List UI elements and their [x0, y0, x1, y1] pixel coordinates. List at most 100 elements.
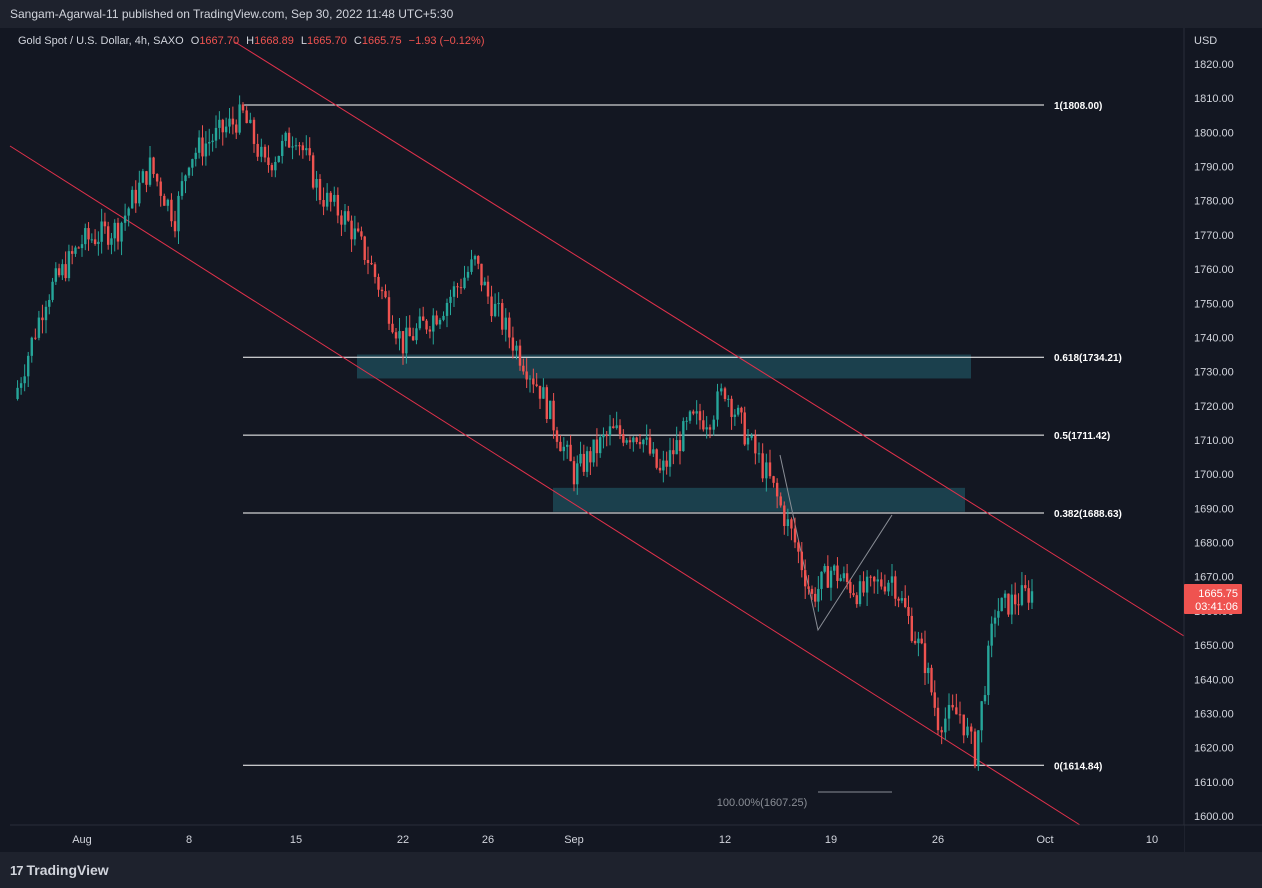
- candle[interactable]: [852, 584, 855, 598]
- candle[interactable]: [727, 395, 730, 408]
- candle[interactable]: [545, 384, 548, 424]
- candle[interactable]: [688, 410, 692, 424]
- candle[interactable]: [515, 340, 518, 360]
- candle[interactable]: [951, 694, 954, 711]
- candle[interactable]: [291, 136, 294, 160]
- candle[interactable]: [944, 707, 947, 741]
- candle[interactable]: [287, 127, 291, 148]
- candle[interactable]: [493, 293, 497, 318]
- candle[interactable]: [920, 632, 923, 645]
- candle[interactable]: [224, 117, 228, 138]
- candle[interactable]: [508, 312, 511, 349]
- candle[interactable]: [1003, 590, 1007, 609]
- candle[interactable]: [340, 210, 343, 236]
- candle[interactable]: [786, 508, 790, 537]
- candle[interactable]: [970, 723, 973, 744]
- candle[interactable]: [712, 415, 715, 436]
- candle[interactable]: [804, 559, 807, 599]
- candle[interactable]: [466, 266, 470, 281]
- candle[interactable]: [356, 222, 360, 233]
- candle[interactable]: [579, 441, 582, 467]
- candle[interactable]: [538, 385, 542, 409]
- candle[interactable]: [576, 455, 579, 495]
- candle[interactable]: [635, 436, 638, 445]
- candle[interactable]: [308, 137, 311, 161]
- candle[interactable]: [148, 145, 152, 187]
- candle[interactable]: [173, 210, 177, 238]
- candle[interactable]: [740, 406, 743, 424]
- candle[interactable]: [245, 106, 248, 124]
- candle[interactable]: [301, 142, 305, 159]
- candle[interactable]: [438, 317, 442, 329]
- candle[interactable]: [833, 564, 836, 576]
- candle[interactable]: [793, 517, 797, 549]
- candle[interactable]: [336, 187, 340, 224]
- candle[interactable]: [418, 308, 422, 331]
- candle[interactable]: [145, 170, 148, 193]
- candle[interactable]: [917, 631, 920, 657]
- candle[interactable]: [134, 180, 137, 213]
- candle[interactable]: [993, 609, 997, 638]
- candle[interactable]: [90, 233, 94, 243]
- candle[interactable]: [106, 221, 110, 250]
- candle[interactable]: [218, 111, 221, 140]
- candle[interactable]: [347, 205, 350, 222]
- candle[interactable]: [682, 417, 685, 452]
- candle[interactable]: [214, 115, 218, 149]
- candle[interactable]: [705, 416, 708, 439]
- candle[interactable]: [987, 640, 990, 705]
- resistance-zone[interactable]: [357, 354, 971, 379]
- candle[interactable]: [366, 246, 370, 275]
- candle[interactable]: [890, 563, 894, 596]
- candle[interactable]: [113, 219, 116, 252]
- candle[interactable]: [30, 336, 33, 363]
- candle[interactable]: [110, 232, 113, 255]
- candle[interactable]: [730, 395, 733, 430]
- candle[interactable]: [363, 235, 366, 265]
- candle[interactable]: [103, 212, 107, 234]
- candle[interactable]: [592, 439, 595, 467]
- candle[interactable]: [87, 222, 90, 251]
- candle[interactable]: [274, 156, 277, 178]
- candle[interactable]: [470, 249, 473, 275]
- candle[interactable]: [252, 117, 256, 153]
- candle[interactable]: [100, 208, 103, 254]
- candle[interactable]: [662, 450, 665, 483]
- candle[interactable]: [120, 221, 123, 256]
- candle[interactable]: [645, 424, 648, 446]
- candle[interactable]: [761, 443, 764, 483]
- candle[interactable]: [370, 255, 373, 265]
- candle[interactable]: [231, 106, 235, 135]
- candle[interactable]: [823, 563, 826, 574]
- candle[interactable]: [750, 433, 753, 441]
- candle[interactable]: [883, 574, 887, 595]
- candle[interactable]: [19, 377, 23, 395]
- candle[interactable]: [311, 152, 315, 190]
- candle[interactable]: [973, 728, 977, 769]
- candle[interactable]: [298, 142, 301, 156]
- candle[interactable]: [880, 572, 883, 590]
- candle[interactable]: [552, 392, 555, 439]
- candle[interactable]: [723, 386, 727, 402]
- candle[interactable]: [842, 566, 846, 582]
- candle[interactable]: [757, 442, 761, 463]
- candle[interactable]: [435, 310, 438, 326]
- candle[interactable]: [638, 433, 642, 449]
- candle[interactable]: [267, 145, 270, 173]
- candle[interactable]: [628, 436, 632, 449]
- candle[interactable]: [522, 358, 525, 375]
- candle[interactable]: [632, 436, 635, 452]
- candle[interactable]: [74, 245, 77, 257]
- candle[interactable]: [962, 714, 965, 744]
- candle[interactable]: [602, 427, 605, 449]
- channel-upper-line[interactable]: [234, 41, 1185, 637]
- candle[interactable]: [415, 323, 418, 345]
- candle[interactable]: [549, 400, 552, 420]
- candle[interactable]: [695, 400, 698, 425]
- candle[interactable]: [1000, 597, 1003, 612]
- candle[interactable]: [807, 575, 810, 595]
- candle[interactable]: [421, 306, 425, 321]
- candle[interactable]: [716, 383, 719, 427]
- candle[interactable]: [572, 456, 576, 492]
- candle[interactable]: [904, 585, 907, 609]
